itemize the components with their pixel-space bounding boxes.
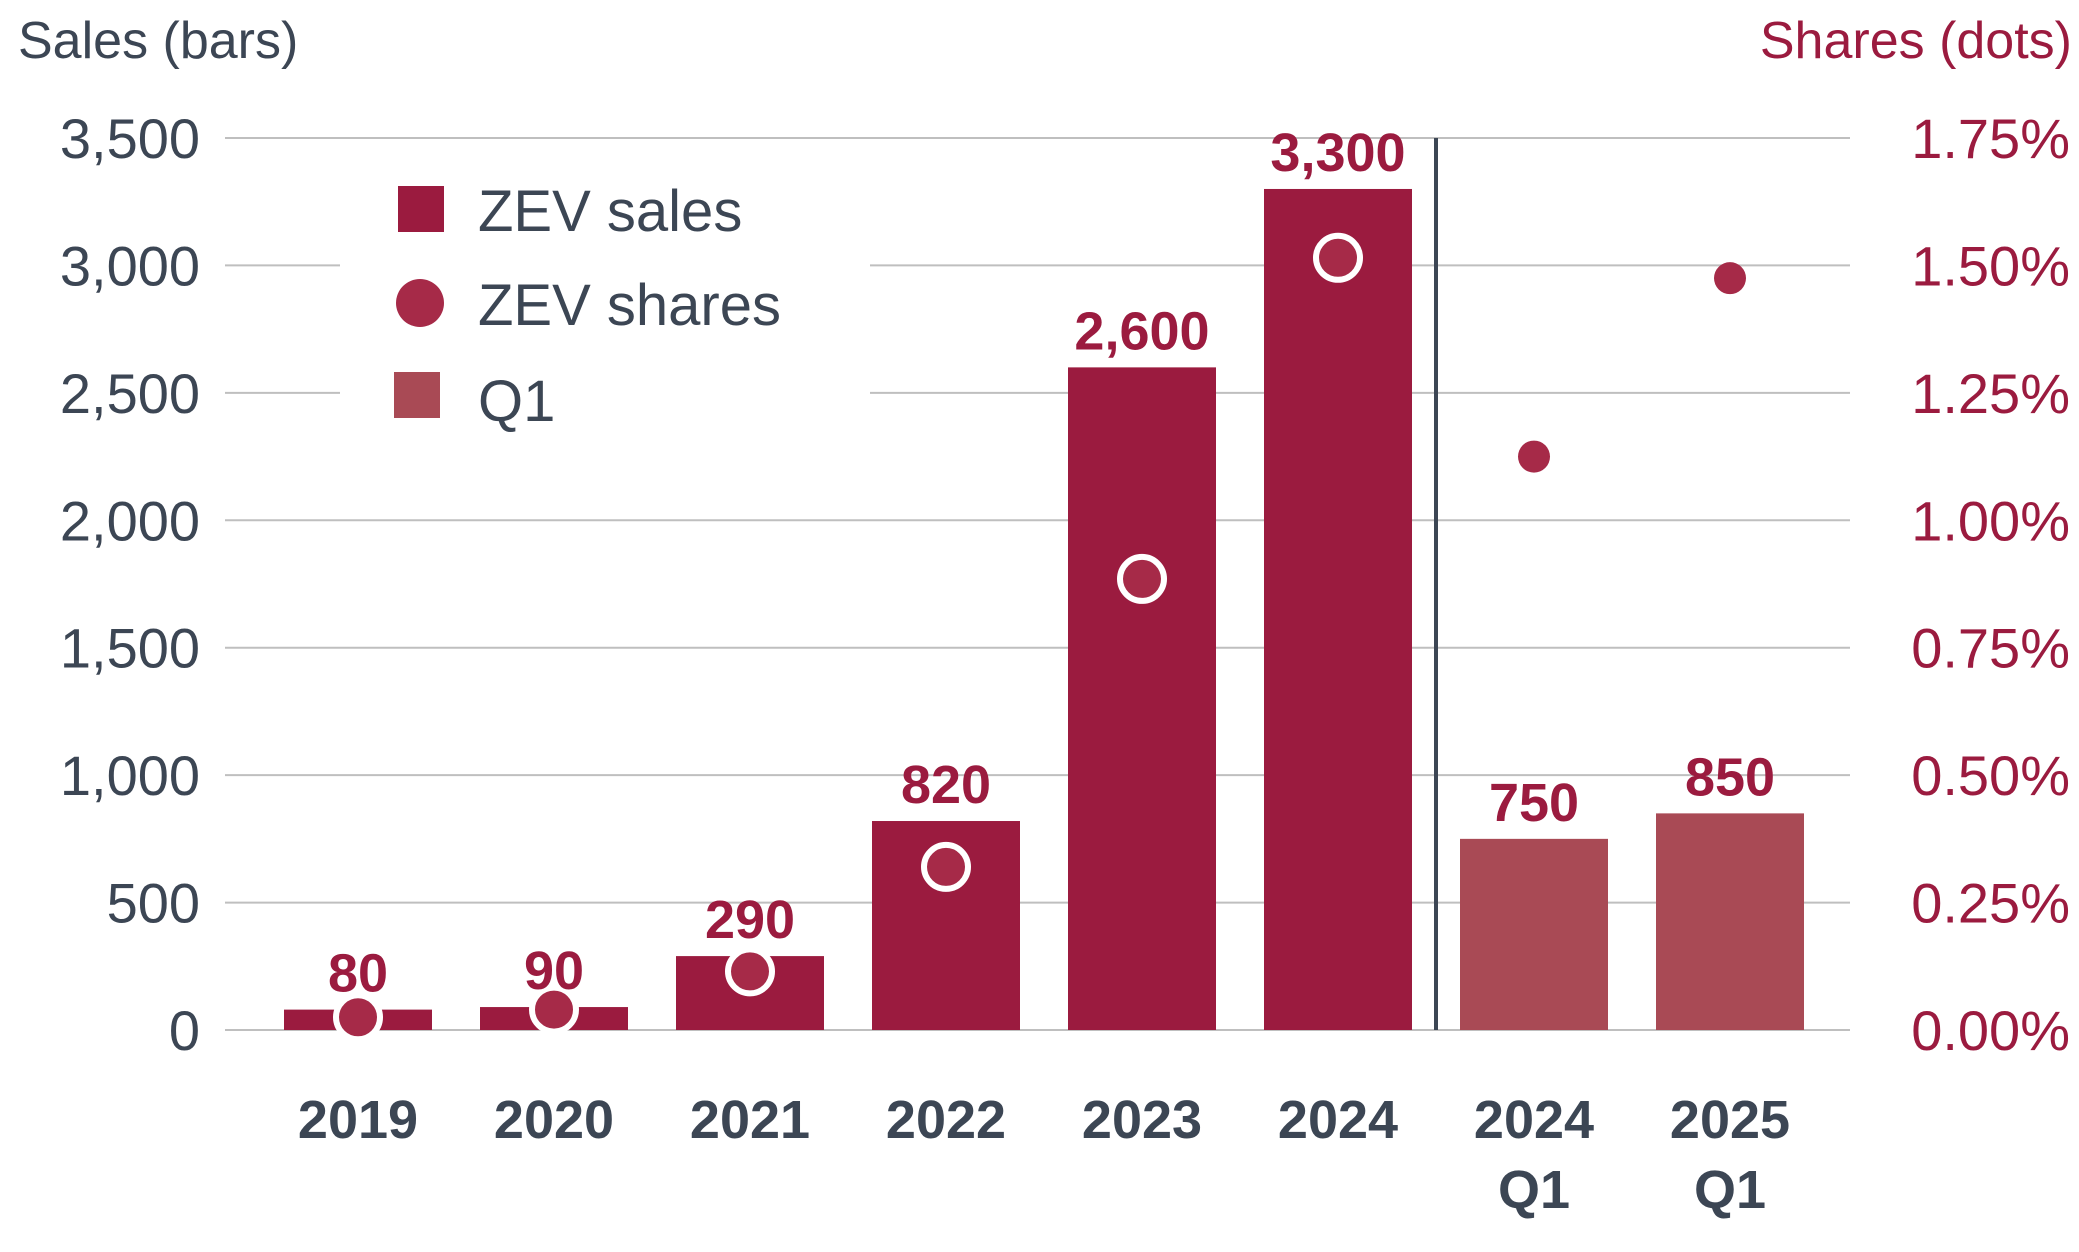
bar-label-7: 850 xyxy=(1685,747,1775,807)
left-axis-ticks: 0 500 1,000 1,500 2,000 2,500 3,000 3,500 xyxy=(60,107,200,1062)
share-dot-4 xyxy=(1117,553,1167,604)
legend: ZEV sales ZEV shares Q1 xyxy=(394,179,781,434)
right-tick-label: 1.25% xyxy=(1911,362,2070,425)
bar-5 xyxy=(1264,188,1412,1030)
left-tick-label: 2,000 xyxy=(60,489,200,552)
category-sublabel-7: Q1 xyxy=(1694,1160,1766,1220)
bar-label-5: 3,300 xyxy=(1270,123,1405,183)
bar-4 xyxy=(1068,367,1216,1030)
category-label-4: 2023 xyxy=(1082,1090,1202,1150)
category-label-3: 2022 xyxy=(886,1090,1006,1150)
left-tick-label: 2,500 xyxy=(60,362,200,425)
right-tick-label: 1.00% xyxy=(1911,489,2070,552)
share-dot-1 xyxy=(529,984,579,1035)
left-tick-label: 1,000 xyxy=(60,744,200,807)
share-dot-7 xyxy=(1714,262,1746,295)
left-tick-label: 0 xyxy=(169,999,200,1062)
bar-label-0: 80 xyxy=(328,944,388,1004)
right-tick-label: 0.50% xyxy=(1911,744,2070,807)
bar-label-4: 2,600 xyxy=(1074,301,1209,361)
category-sublabel-6: Q1 xyxy=(1498,1160,1570,1220)
data-labels: 80 90 290 820 2,600 3,300 750 850 xyxy=(328,123,1775,1004)
right-tick-label: 0.25% xyxy=(1911,872,2070,935)
category-label-6: 2024 xyxy=(1474,1090,1594,1150)
bar-6 xyxy=(1460,838,1608,1030)
legend-label-sales: ZEV sales xyxy=(478,179,742,244)
right-tick-label: 1.75% xyxy=(1911,107,2070,170)
share-dot-0 xyxy=(333,992,383,1043)
category-label-2: 2021 xyxy=(690,1090,810,1150)
left-tick-label: 3,000 xyxy=(60,234,200,297)
bar-label-3: 820 xyxy=(901,755,991,815)
left-axis-title: Sales (bars) xyxy=(18,12,298,70)
left-tick-label: 500 xyxy=(107,872,200,935)
legend-swatch-shares xyxy=(396,279,444,327)
share-dot-3 xyxy=(921,841,971,892)
legend-swatch-sales xyxy=(398,186,444,232)
legend-label-q1: Q1 xyxy=(478,369,555,434)
bar-label-1: 90 xyxy=(524,941,584,1001)
category-labels: 2019 2020 2021 2022 2023 2024 2024 Q1 2025 Q1 xyxy=(298,1090,1790,1220)
bar-label-6: 750 xyxy=(1489,773,1579,833)
category-label-0: 2019 xyxy=(298,1090,418,1150)
bar-label-2: 290 xyxy=(705,890,795,950)
category-label-1: 2020 xyxy=(494,1090,614,1150)
bar-7 xyxy=(1656,813,1804,1030)
category-label-5: 2024 xyxy=(1278,1090,1398,1150)
right-tick-label: 0.00% xyxy=(1911,999,2070,1062)
share-dot-6 xyxy=(1518,440,1550,473)
share-dot-5 xyxy=(1313,232,1363,283)
left-tick-label: 3,500 xyxy=(60,107,200,170)
legend-swatch-q1 xyxy=(394,372,440,418)
share-dot-2 xyxy=(725,946,775,997)
right-axis-title: Shares (dots) xyxy=(1760,12,2072,70)
legend-label-shares: ZEV shares xyxy=(478,273,781,338)
left-tick-label: 1,500 xyxy=(60,617,200,680)
dots xyxy=(333,232,1746,1043)
right-tick-label: 0.75% xyxy=(1911,617,2070,680)
right-tick-label: 1.50% xyxy=(1911,234,2070,297)
right-axis-ticks: 0.00% 0.25% 0.50% 0.75% 1.00% 1.25% 1.50% 1.75% xyxy=(1911,107,2070,1062)
category-label-7: 2025 xyxy=(1670,1090,1790,1150)
